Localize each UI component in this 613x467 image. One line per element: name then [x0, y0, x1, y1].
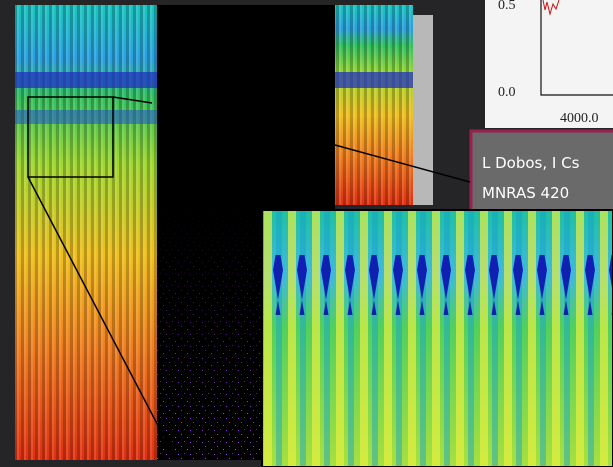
spectrum-plot: 0.5 0.0 4000.0 — [485, 0, 613, 128]
zoom-image — [261, 209, 613, 467]
gray-bar — [413, 15, 433, 205]
citation-line: MNRAS 420 — [482, 184, 569, 202]
y-tick-label: 0.5 — [498, 0, 516, 13]
x-tick-label: 4000.0 — [560, 111, 599, 126]
y-tick-label: 0.0 — [498, 85, 516, 100]
citation-line: L Dobos, I Cs — [482, 154, 580, 172]
left-spectrogram — [15, 5, 157, 460]
citation-box: L Dobos, I Cs MNRAS 420 — [469, 129, 613, 213]
zoom-indicator — [27, 96, 471, 461]
right-strip — [335, 5, 413, 205]
